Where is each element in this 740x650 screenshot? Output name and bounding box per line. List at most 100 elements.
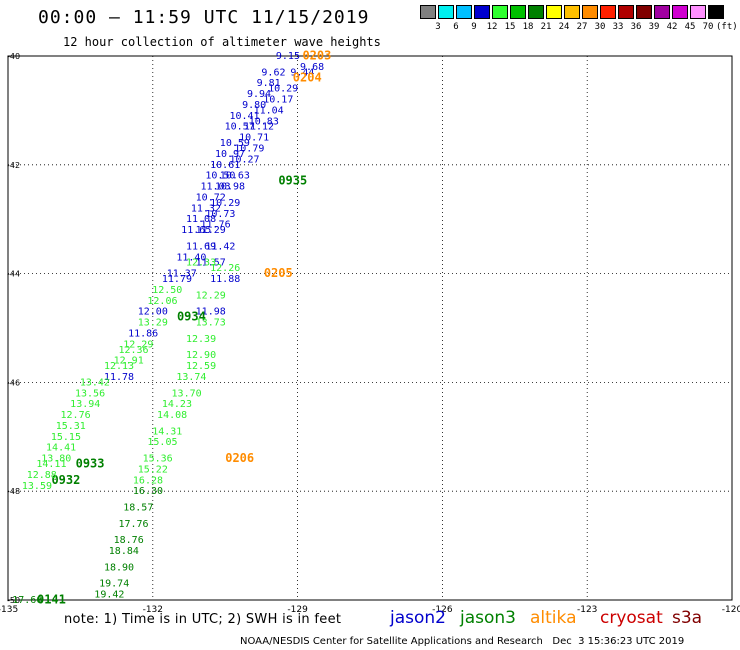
- wave-height-label: 18.76: [114, 535, 144, 546]
- y-tick-label: -42: [7, 161, 20, 170]
- scale-swatch: [510, 5, 526, 19]
- wave-height-label: 14.08: [157, 410, 187, 421]
- scale-swatch: [492, 5, 508, 19]
- wave-height-label: 11.37: [167, 269, 197, 280]
- wave-height-label: 10.29: [210, 198, 240, 209]
- wave-height-label: 14.23: [162, 399, 192, 410]
- scale-label: 12: [486, 22, 498, 32]
- wave-height-label: 11.79: [162, 274, 192, 285]
- scale-label: 6: [453, 22, 459, 32]
- wave-height-label: 11.32: [191, 203, 221, 214]
- wave-height-label: 10.29: [268, 84, 298, 95]
- wave-height-label: 18.84: [109, 546, 139, 557]
- wave-height-label: 10.72: [196, 192, 226, 203]
- wave-height-label: 12.13: [104, 361, 134, 372]
- wave-height-label: 9.68: [300, 62, 324, 73]
- wave-height-label: 16.28: [133, 475, 163, 486]
- wave-height-label: 13.94: [70, 399, 100, 410]
- wave-height-label: 11.29: [196, 225, 226, 236]
- wave-height-label: 11.03: [200, 182, 230, 193]
- scale-label: 27: [576, 22, 588, 32]
- wave-height-label: 10.97: [215, 149, 245, 160]
- wave-height-label: 11.04: [254, 105, 284, 116]
- wave-height-label: 14.31: [152, 426, 182, 437]
- y-tick-label: -40: [7, 52, 20, 61]
- chart-title: 00:00 — 11:59 UTC 11/15/2019: [38, 7, 370, 28]
- wave-height-label: 11.86: [128, 328, 158, 339]
- wave-height-label: 12.90: [186, 350, 216, 361]
- wave-height-label: 12.26: [210, 263, 240, 274]
- wave-height-label: 12.88: [27, 470, 57, 481]
- scale-swatch: [528, 5, 544, 19]
- wave-height-label: 12.29: [123, 339, 153, 350]
- scale-label: (ft): [716, 22, 738, 32]
- scale-label: 15: [504, 22, 516, 32]
- scale-swatch: [618, 5, 634, 19]
- wave-height-label: 10.79: [234, 143, 264, 154]
- pass-time-label: 0204: [293, 70, 322, 84]
- wave-height-label: 16.30: [133, 486, 163, 497]
- wave-height-label: 13.42: [80, 377, 110, 388]
- wave-height-label: 9.44: [290, 67, 314, 78]
- scale-swatch: [546, 5, 562, 19]
- y-tick-label: -46: [7, 378, 20, 387]
- wave-height-label: 12.06: [147, 296, 177, 307]
- wave-height-label: 12.39: [186, 334, 216, 345]
- wave-height-label: 12.00: [138, 307, 168, 318]
- pass-time-label: 0934: [177, 310, 206, 324]
- wave-height-label: 13.73: [196, 318, 226, 329]
- wave-height-label: 19.42: [94, 590, 124, 601]
- wave-height-label: 10.27: [229, 154, 259, 165]
- pass-time-label: 0932: [51, 473, 80, 487]
- wave-height-label: 12.29: [196, 290, 226, 301]
- wave-height-label: 13.74: [176, 372, 206, 383]
- wave-height-label: 10.17: [263, 95, 293, 106]
- wave-height-label: 15.36: [143, 454, 173, 465]
- wave-height-label: 11.76: [200, 220, 230, 231]
- wave-height-label: 9.15: [276, 51, 300, 62]
- wave-height-label: 19.74: [99, 579, 129, 590]
- wave-height-label: 12.33: [186, 258, 216, 269]
- plot-frame: [7, 55, 733, 601]
- scale-swatch: [582, 5, 598, 19]
- y-tick-label: -48: [7, 487, 20, 496]
- scale-swatch: [600, 5, 616, 19]
- wave-height-label: 10.50: [205, 171, 235, 182]
- scale-label: 21: [540, 22, 552, 32]
- wave-height-label: 13.80: [41, 454, 71, 465]
- wave-height-label: 14.11: [36, 459, 66, 470]
- legend-s3a: s3a: [672, 608, 703, 628]
- x-tick-label: -135: [0, 605, 18, 615]
- wave-height-label: 9.80: [242, 100, 266, 111]
- scale-swatch: [456, 5, 472, 19]
- wave-height-label: 11.12: [244, 122, 274, 133]
- wave-height-label: 11.78: [104, 372, 134, 383]
- wave-height-label: 13.29: [138, 318, 168, 329]
- scale-label: 30: [594, 22, 606, 32]
- scale-swatch: [654, 5, 670, 19]
- wave-height-label: 11.08: [186, 214, 216, 225]
- wave-height-label: 15.31: [56, 421, 86, 432]
- wave-height-label: 11.98: [196, 307, 226, 318]
- wave-height-label: 15.22: [138, 464, 168, 475]
- pass-time-label: 0141: [37, 593, 66, 607]
- x-tick-label: -120: [722, 605, 740, 615]
- wave-height-label: 11.40: [176, 252, 206, 263]
- scale-label: 18: [522, 22, 534, 32]
- scale-swatch: [690, 5, 706, 19]
- wave-height-label: 17.76: [118, 519, 148, 530]
- wave-height-label: 18.57: [123, 503, 153, 514]
- wave-height-label: 10.71: [239, 133, 269, 144]
- x-tick-label: -126: [432, 605, 453, 615]
- wave-height-label: 11.69: [186, 241, 216, 252]
- y-tick-label: -50: [7, 596, 20, 605]
- wave-height-label: 11.57: [196, 258, 226, 269]
- scale-swatch: [474, 5, 490, 19]
- wave-height-label: 10.83: [249, 116, 279, 127]
- x-tick-label: -132: [143, 605, 163, 615]
- scale-label: 9: [471, 22, 477, 32]
- scale-swatch: [438, 5, 454, 19]
- wave-height-label: 15.15: [51, 432, 81, 443]
- legend-altika: altika: [530, 608, 577, 628]
